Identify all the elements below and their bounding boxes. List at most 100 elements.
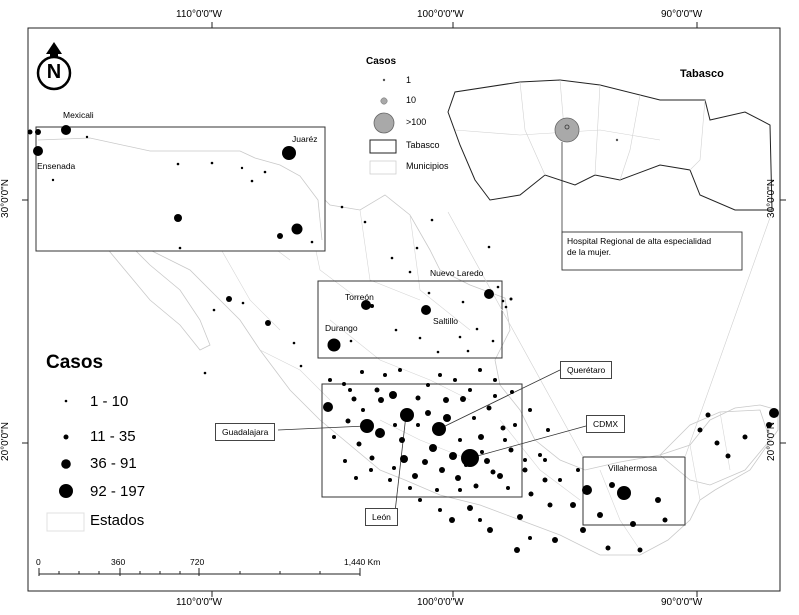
case-point [662,517,668,523]
case-point [597,512,603,518]
case-point [343,459,347,463]
tick-lon-110-top: 110°0'0"W [176,9,222,20]
inset-legend-symbol-tabasco [369,139,397,154]
place-label-saltillo: Saltillo [433,316,459,326]
case-point [394,328,398,332]
hospital-label-line1: Hospital Regional de alta especialidad [567,236,712,246]
legend-symbol-class-4 [59,484,73,498]
case-point [176,162,180,166]
case-point [392,466,396,470]
case-point [466,349,470,353]
inset-legend-symbol-municipios [369,160,397,175]
case-point [547,502,553,508]
case-point [546,428,550,432]
case-point [35,129,41,135]
case-point [415,395,421,401]
case-point [435,488,439,492]
place-label-nuevo-laredo: Nuevo Laredo [430,268,484,278]
case-point [356,441,362,447]
case-point [582,485,592,495]
case-point [328,378,332,382]
case-point [418,336,422,340]
main-legend-symbols [46,399,85,532]
place-label-mexicali: Mexicali [63,110,94,120]
scale-label-0: 0 [36,557,41,567]
case-point [552,537,558,543]
case-point [478,518,482,522]
case-point [475,327,479,331]
case-point [497,473,503,479]
case-point [393,423,397,427]
case-point [416,423,420,427]
hospital-callout-box [561,231,743,271]
tabasco-inset [447,79,773,458]
case-point [484,289,494,299]
case-point [543,458,547,462]
case-point [241,301,245,305]
case-point [637,547,643,553]
case-point [375,428,385,438]
inset-legend-title: Casos [366,56,397,67]
legend-label-class-2: 11 - 35 [90,428,136,445]
case-point [210,161,214,165]
case-point [458,488,462,492]
legend-label-class-3: 36 - 91 [90,455,137,472]
inset-legend-label-10: 10 [406,95,417,105]
tabasco-inset-title: Tabasco [680,68,724,80]
case-point [478,368,482,372]
scale-bar [38,568,361,576]
tick-lon-90-top: 90°0'0"W [661,9,703,20]
hospital-label: Hospital Regional de alta especialidad d… [567,236,739,258]
tabasco-hospital-marker [554,117,580,143]
case-point [443,414,451,422]
case-point [360,370,364,374]
tick-lon-90-bottom: 90°0'0"W [661,597,703,608]
case-point [174,214,182,222]
inset-torreon-box [317,280,503,359]
place-label-villahermosa: Villahermosa [608,463,657,473]
case-point [378,397,384,403]
main-legend: Casos 1 - 10 11 - 35 36 - 91 92 - 197 Es… [40,352,190,542]
case-point [412,473,418,479]
case-point [415,246,419,250]
case-point [360,419,374,433]
case-point [425,410,431,416]
case-point [580,527,586,533]
case-point [725,453,731,459]
case-point [408,486,412,490]
case-point [513,423,517,427]
scale-label-720: 720 [190,557,205,567]
inset-northwest-box [35,126,326,252]
case-point [766,422,772,428]
case-point [714,440,720,446]
case-point [438,508,442,512]
case-point [240,166,244,170]
legend-label-class-1: 1 - 10 [90,393,129,410]
case-point [460,396,466,402]
graticule-ticks [22,22,786,597]
place-label-torreon: Torreón [345,292,374,302]
place-label-durango: Durango [325,323,358,333]
case-point [432,422,446,436]
case-point [655,497,661,503]
callout-cdmx: CDMX [586,415,626,433]
inset-legend-symbol-100 [373,112,395,134]
case-point [421,305,431,315]
case-point [349,339,353,343]
case-point [354,476,358,480]
case-point [503,438,507,442]
case-point [630,521,636,527]
case-point [522,467,528,473]
place-label-ensenada: Ensenada [37,161,76,171]
case-point [508,447,514,453]
case-point [558,478,562,482]
case-points [27,125,779,553]
case-point [509,297,513,301]
case-point [491,339,495,343]
case-point [426,383,430,387]
case-point [458,438,462,442]
inset-legend-label-tabasco: Tabasco [406,140,440,150]
case-point [617,486,631,500]
case-point [473,483,479,489]
